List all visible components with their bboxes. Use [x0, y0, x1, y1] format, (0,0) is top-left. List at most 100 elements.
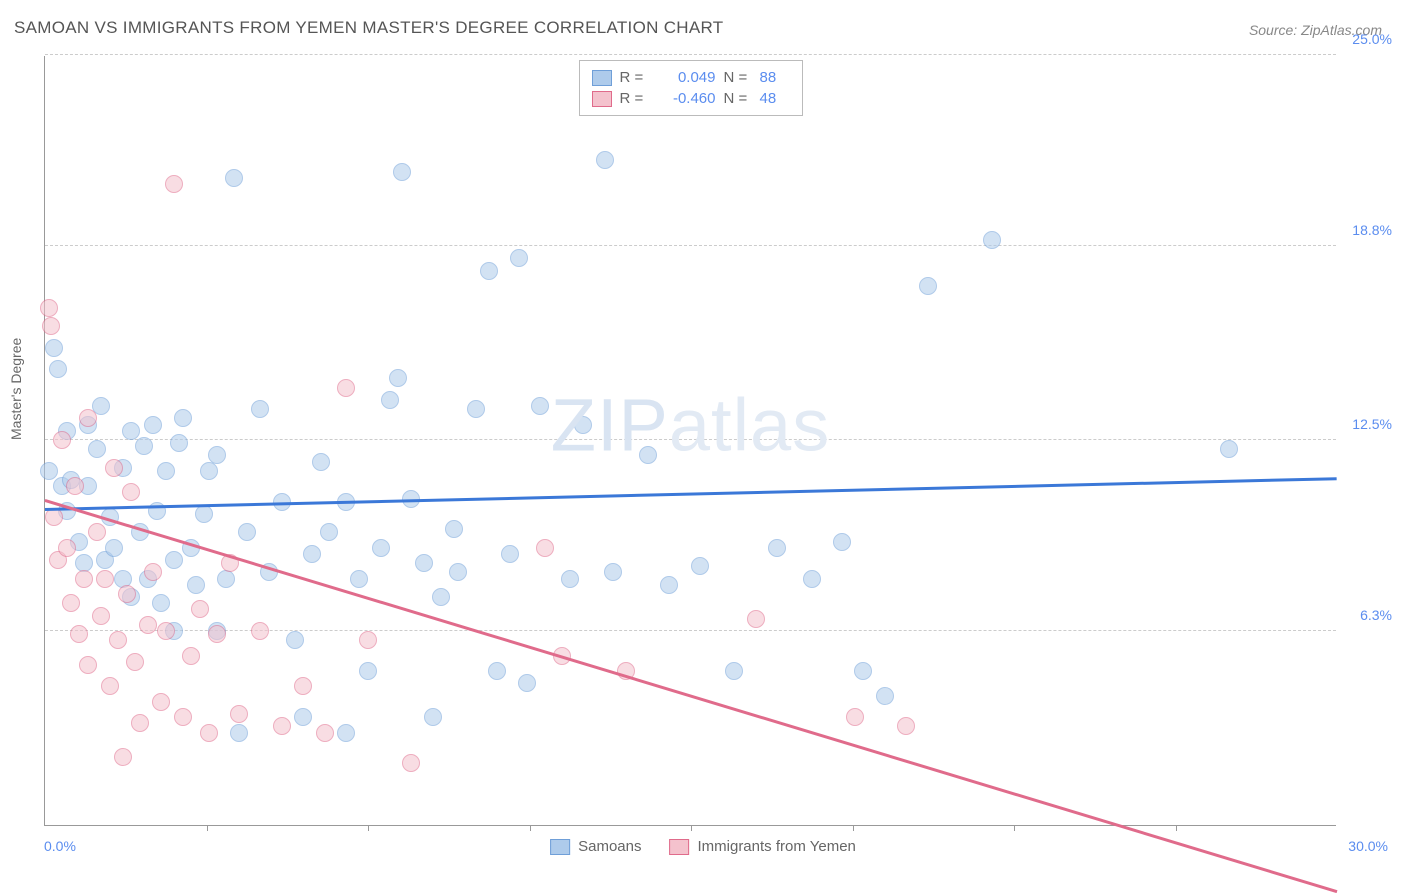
data-point: [320, 523, 338, 541]
legend-n-value: 88: [760, 69, 790, 86]
data-point: [574, 416, 592, 434]
chart-plot-area: ZIPatlas R =0.049N =88R =-0.460N =48 6.3…: [44, 56, 1336, 826]
x-tick: [1176, 825, 1177, 831]
data-point: [803, 570, 821, 588]
legend-row: R =0.049N =88: [592, 67, 790, 88]
legend-label: Immigrants from Yemen: [697, 838, 855, 855]
data-point: [449, 563, 467, 581]
data-point: [393, 163, 411, 181]
data-point: [294, 677, 312, 695]
data-point: [639, 446, 657, 464]
data-point: [402, 754, 420, 772]
data-point: [101, 677, 119, 695]
data-point: [536, 539, 554, 557]
correlation-legend: R =0.049N =88R =-0.460N =48: [579, 60, 803, 116]
y-tick-label: 25.0%: [1352, 31, 1392, 47]
data-point: [40, 462, 58, 480]
data-point: [114, 748, 132, 766]
data-point: [122, 422, 140, 440]
data-point: [432, 588, 450, 606]
data-point: [49, 360, 67, 378]
data-point: [660, 576, 678, 594]
data-point: [75, 570, 93, 588]
data-point: [200, 724, 218, 742]
data-point: [415, 554, 433, 572]
data-point: [182, 647, 200, 665]
trend-line: [45, 499, 1338, 893]
data-point: [105, 539, 123, 557]
grid-line: [45, 630, 1336, 631]
x-tick: [207, 825, 208, 831]
data-point: [118, 585, 136, 603]
data-point: [144, 416, 162, 434]
x-axis-start-label: 0.0%: [44, 838, 76, 854]
data-point: [372, 539, 390, 557]
data-point: [480, 262, 498, 280]
y-axis-label: Master's Degree: [8, 338, 24, 440]
data-point: [273, 717, 291, 735]
data-point: [725, 662, 743, 680]
legend-row: R =-0.460N =48: [592, 88, 790, 109]
data-point: [195, 505, 213, 523]
x-tick: [853, 825, 854, 831]
data-point: [170, 434, 188, 452]
data-point: [833, 533, 851, 551]
data-point: [109, 631, 127, 649]
legend-item: Immigrants from Yemen: [669, 838, 855, 855]
data-point: [467, 400, 485, 418]
data-point: [501, 545, 519, 563]
legend-r-label: R =: [620, 69, 648, 86]
series-legend: Samoans Immigrants from Yemen: [550, 838, 856, 855]
data-point: [510, 249, 528, 267]
grid-line: [45, 54, 1336, 55]
data-point: [983, 231, 1001, 249]
data-point: [208, 625, 226, 643]
data-point: [604, 563, 622, 581]
data-point: [131, 714, 149, 732]
y-tick-label: 18.8%: [1352, 222, 1392, 238]
data-point: [45, 508, 63, 526]
data-point: [768, 539, 786, 557]
x-tick: [1014, 825, 1015, 831]
data-point: [187, 576, 205, 594]
legend-r-label: R =: [620, 90, 648, 107]
data-point: [238, 523, 256, 541]
legend-swatch: [550, 839, 570, 855]
grid-line: [45, 439, 1336, 440]
data-point: [144, 563, 162, 581]
legend-r-value: -0.460: [656, 90, 716, 107]
data-point: [747, 610, 765, 628]
watermark: ZIPatlas: [551, 383, 830, 468]
x-tick: [691, 825, 692, 831]
chart-title: SAMOAN VS IMMIGRANTS FROM YEMEN MASTER'S…: [14, 18, 723, 38]
data-point: [200, 462, 218, 480]
legend-item: Samoans: [550, 838, 641, 855]
data-point: [165, 551, 183, 569]
data-point: [303, 545, 321, 563]
data-point: [42, 317, 60, 335]
x-axis-end-label: 30.0%: [1348, 838, 1388, 854]
data-point: [45, 339, 63, 357]
data-point: [561, 570, 579, 588]
x-tick: [530, 825, 531, 831]
data-point: [40, 299, 58, 317]
data-point: [105, 459, 123, 477]
grid-line: [45, 245, 1336, 246]
data-point: [381, 391, 399, 409]
data-point: [126, 653, 144, 671]
data-point: [286, 631, 304, 649]
data-point: [62, 594, 80, 612]
data-point: [174, 409, 192, 427]
data-point: [157, 622, 175, 640]
data-point: [53, 431, 71, 449]
y-tick-label: 6.3%: [1360, 607, 1392, 623]
data-point: [70, 625, 88, 643]
data-point: [854, 662, 872, 680]
data-point: [251, 400, 269, 418]
data-point: [88, 440, 106, 458]
data-point: [88, 523, 106, 541]
data-point: [208, 446, 226, 464]
data-point: [191, 600, 209, 618]
data-point: [316, 724, 334, 742]
data-point: [79, 656, 97, 674]
